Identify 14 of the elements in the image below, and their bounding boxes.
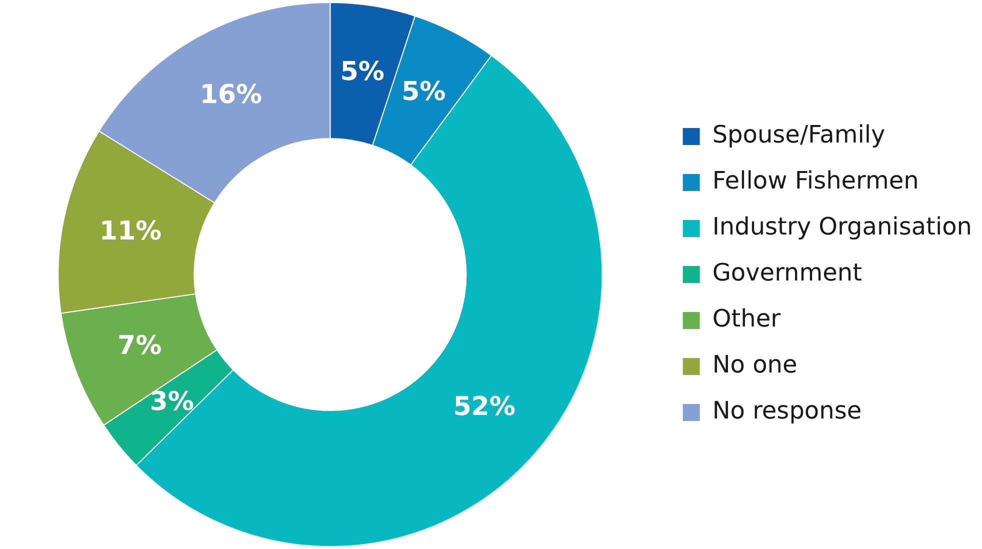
- legend-label: Spouse/Family: [712, 120, 886, 149]
- data-label: 5%: [402, 76, 446, 107]
- data-label: 3%: [150, 386, 194, 417]
- legend-label: Fellow Fishermen: [712, 166, 919, 195]
- legend-label: No response: [712, 396, 862, 425]
- legend-label: No one: [712, 350, 798, 379]
- data-label: 11%: [99, 216, 162, 246]
- legend-label: Government: [712, 258, 862, 287]
- data-label: 5%: [340, 56, 384, 87]
- data-label: 16%: [200, 80, 262, 110]
- legend-label: Other: [712, 304, 781, 333]
- legend-label: Industry Organisation: [712, 212, 972, 241]
- data-label: 7%: [118, 331, 162, 362]
- data-label: 52%: [453, 392, 516, 422]
